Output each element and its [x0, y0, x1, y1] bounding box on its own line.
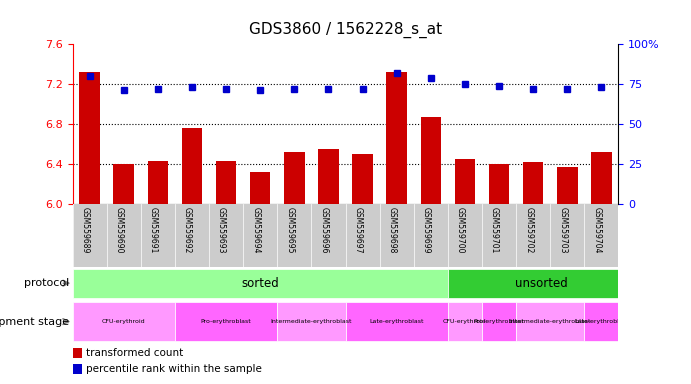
Text: GSM559691: GSM559691	[149, 207, 158, 253]
Bar	[318, 149, 339, 204]
Text: Pro-erythroblast: Pro-erythroblast	[473, 319, 524, 324]
Text: CFU-erythroid: CFU-erythroid	[102, 319, 146, 324]
Bar	[216, 161, 236, 204]
Text: GDS3860 / 1562228_s_at: GDS3860 / 1562228_s_at	[249, 22, 442, 38]
Text: percentile rank within the sample: percentile rank within the sample	[86, 364, 262, 374]
Bar	[448, 268, 636, 298]
Bar	[386, 72, 407, 204]
Bar	[250, 172, 270, 204]
Text: sorted: sorted	[241, 277, 279, 290]
Text: Intermediate-erythroblast: Intermediate-erythroblast	[271, 319, 352, 324]
Bar	[277, 302, 346, 341]
Text: GSM559697: GSM559697	[354, 207, 363, 253]
Bar	[73, 364, 82, 374]
Bar	[182, 128, 202, 204]
Text: Intermediate-erythroblast: Intermediate-erythroblast	[509, 319, 591, 324]
Text: unsorted: unsorted	[515, 277, 568, 290]
Text: GSM559703: GSM559703	[558, 207, 567, 253]
Bar	[448, 302, 482, 341]
Text: GSM559693: GSM559693	[217, 207, 226, 253]
Bar	[175, 302, 277, 341]
Text: transformed count: transformed count	[86, 348, 183, 358]
Text: GSM559698: GSM559698	[388, 207, 397, 253]
Bar	[73, 268, 448, 298]
Text: GSM559699: GSM559699	[422, 207, 430, 253]
Text: development stage: development stage	[0, 316, 69, 327]
Text: GSM559694: GSM559694	[252, 207, 261, 253]
Bar	[79, 72, 100, 204]
Bar	[585, 302, 618, 341]
Text: GSM559695: GSM559695	[285, 207, 294, 253]
Text: GSM559692: GSM559692	[183, 207, 192, 253]
Text: GSM559700: GSM559700	[456, 207, 465, 253]
Bar	[73, 302, 175, 341]
Bar	[557, 167, 578, 204]
Bar	[346, 302, 448, 341]
Text: Late-erythroblast: Late-erythroblast	[370, 319, 424, 324]
Text: Pro-erythroblast: Pro-erythroblast	[200, 319, 252, 324]
Text: GSM559701: GSM559701	[490, 207, 499, 253]
Bar	[148, 161, 168, 204]
Text: Late-erythroblast: Late-erythroblast	[574, 319, 629, 324]
Bar	[516, 302, 585, 341]
Bar	[523, 162, 543, 204]
Text: protocol: protocol	[24, 278, 69, 288]
Bar	[591, 152, 612, 204]
Bar	[421, 117, 441, 204]
Text: GSM559696: GSM559696	[319, 207, 328, 253]
Bar	[284, 152, 305, 204]
Text: GSM559690: GSM559690	[115, 207, 124, 253]
Text: GSM559704: GSM559704	[592, 207, 601, 253]
Bar	[482, 302, 516, 341]
Bar	[73, 348, 82, 358]
Text: GSM559689: GSM559689	[81, 207, 90, 253]
Bar	[352, 154, 373, 204]
Text: GSM559702: GSM559702	[524, 207, 533, 253]
Bar	[489, 164, 509, 204]
Bar	[113, 164, 134, 204]
Bar	[455, 159, 475, 204]
Text: CFU-erythroid: CFU-erythroid	[443, 319, 486, 324]
